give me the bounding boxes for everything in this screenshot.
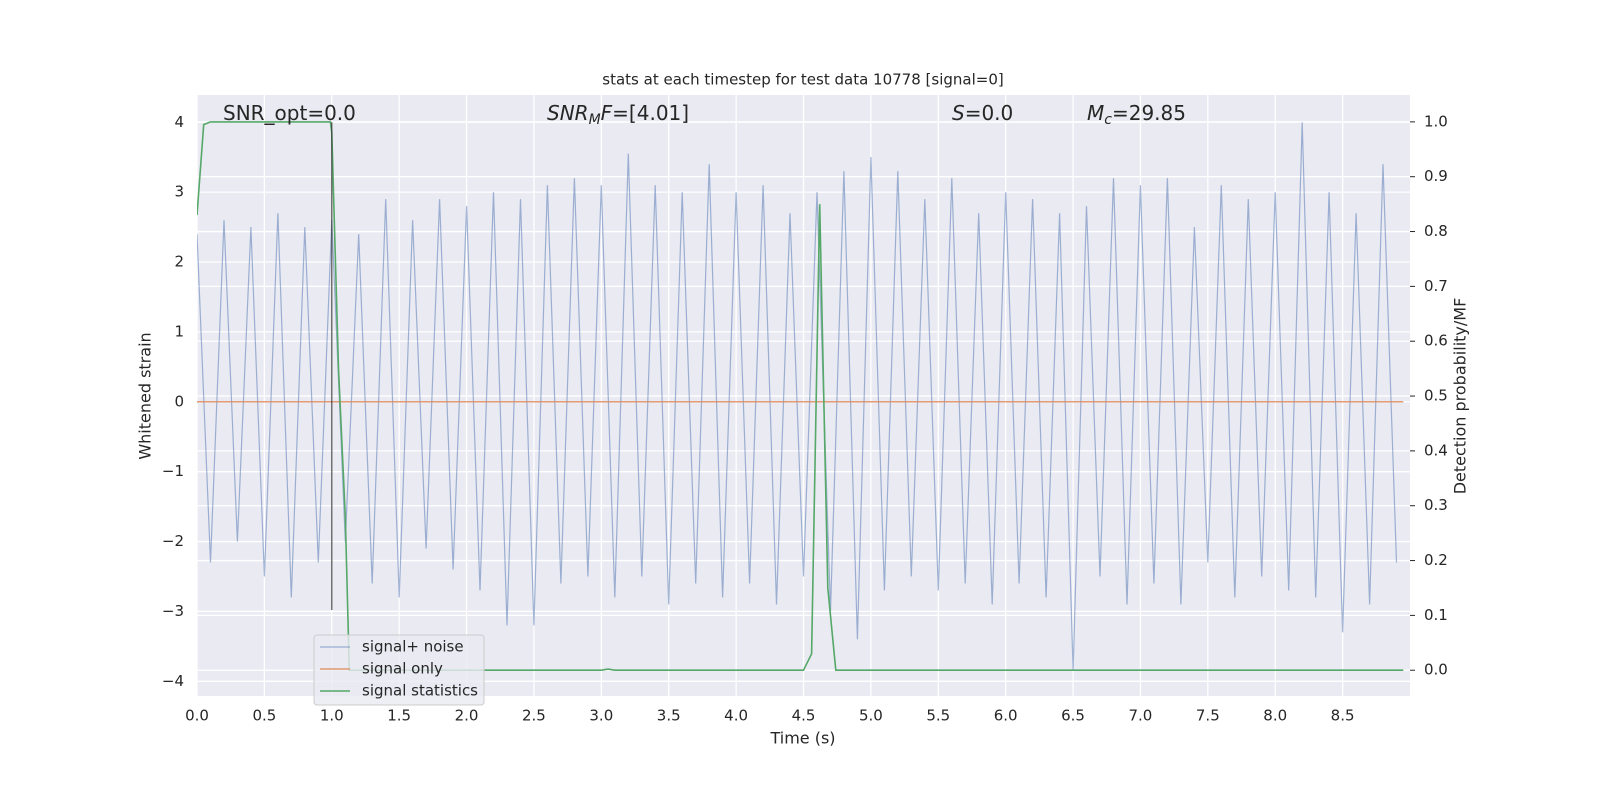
- legend-label: signal statistics: [362, 682, 478, 700]
- legend-box: [313, 634, 485, 706]
- x-tick-label: 4.0: [724, 707, 748, 725]
- legend-label: signal+ noise: [362, 638, 464, 656]
- annotation: SNRMF=[4.01]: [547, 101, 689, 129]
- y2-tick-label: 0.4: [1424, 441, 1448, 459]
- y2-tick-label: 0.5: [1424, 387, 1448, 405]
- annotation-part: =29.85: [1112, 101, 1186, 125]
- x-tick-label: 8.5: [1331, 707, 1355, 725]
- annotation-part: M: [589, 112, 601, 128]
- x-tick-label: 2.0: [455, 707, 479, 725]
- x-tick-label: 5.0: [859, 707, 883, 725]
- x-tick-label: 1.5: [387, 707, 411, 725]
- y2-tick-label: 0.9: [1424, 167, 1448, 185]
- y2-tick-label: 0.8: [1424, 222, 1448, 240]
- annotation-part: c: [1104, 112, 1112, 128]
- annotation: S=0.0: [952, 101, 1013, 125]
- y-axis-label: Whitened strain: [136, 332, 155, 459]
- x-tick-label: 6.0: [994, 707, 1018, 725]
- y2-tick-label: 0.6: [1424, 332, 1448, 350]
- x-tick-label: 2.5: [522, 707, 546, 725]
- y2-axis-label: Detection probability/MF: [1451, 298, 1470, 495]
- y2-tick-label: 0.7: [1424, 277, 1448, 295]
- x-tick-label: 7.5: [1196, 707, 1220, 725]
- annotation-part: =0.0: [965, 101, 1014, 125]
- x-tick-label: 8.0: [1263, 707, 1287, 725]
- x-tick-label: 1.0: [320, 707, 344, 725]
- chart-title: stats at each timestep for test data 107…: [602, 71, 1003, 89]
- x-tick-label: 4.5: [792, 707, 816, 725]
- annotation-part: F=[4.01]: [601, 101, 689, 125]
- annotation-part: SNR_opt=0.0: [223, 101, 356, 125]
- annotation-part: F: [601, 101, 613, 125]
- y-tick-label: −3: [162, 602, 184, 620]
- y2-tick-label: 0.2: [1424, 551, 1448, 569]
- y-tick-label: 1: [174, 322, 184, 340]
- y-tick-label: 2: [174, 253, 184, 271]
- x-tick-label: 3.5: [657, 707, 681, 725]
- y-tick-label: −2: [162, 532, 184, 550]
- x-tick-label: 5.5: [926, 707, 950, 725]
- y2-tick-label: 0.0: [1424, 661, 1448, 679]
- x-tick-label: 6.5: [1061, 707, 1085, 725]
- annotation-part: S: [952, 101, 965, 125]
- legend-label: signal only: [362, 660, 443, 678]
- y2-tick-label: 1.0: [1424, 112, 1448, 130]
- x-axis-label: Time (s): [769, 729, 835, 748]
- annotation-part: M: [1087, 101, 1104, 125]
- annotation-part: SNR: [547, 101, 589, 125]
- x-tick-label: 0.0: [185, 707, 209, 725]
- y-tick-label: −1: [162, 462, 184, 480]
- x-tick-label: 7.0: [1129, 707, 1153, 725]
- y-tick-label: 0: [174, 392, 184, 410]
- annotation: Mc=29.85: [1087, 101, 1186, 129]
- x-tick-label: 0.5: [252, 707, 276, 725]
- x-tick-label: 3.0: [589, 707, 613, 725]
- y2-tick-label: 0.1: [1424, 606, 1448, 624]
- annotation: SNR_opt=0.0: [223, 101, 356, 125]
- annotation-part: =[4.01]: [612, 101, 689, 125]
- y-tick-label: −4: [162, 672, 184, 690]
- series-line: [197, 122, 1398, 671]
- y-tick-label: 4: [174, 113, 184, 131]
- y2-tick-label: 0.3: [1424, 496, 1448, 514]
- y-tick-label: 3: [174, 183, 184, 201]
